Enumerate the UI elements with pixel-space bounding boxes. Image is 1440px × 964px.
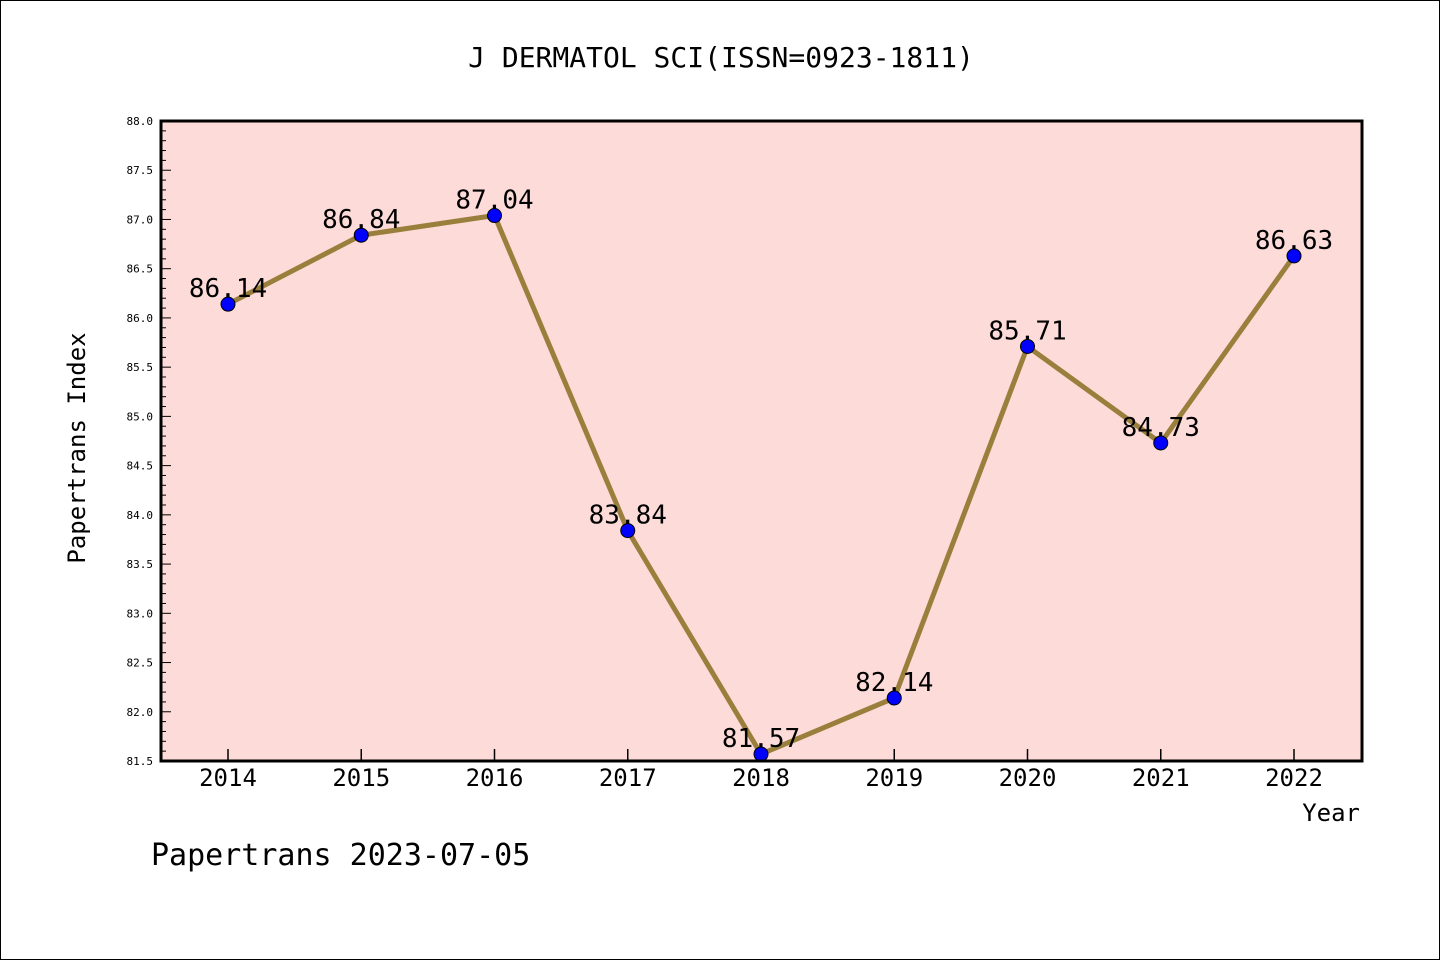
- y-axis: 81.5 82.0 82.5 83.0 83.5 84.0 84.5 85.0 85.5 86.0…: [127, 115, 171, 768]
- y-tick-label: 85.0: [127, 410, 154, 423]
- y-tick-label: 82.5: [127, 657, 154, 670]
- data-label: 87.04: [455, 186, 533, 216]
- y-tick-label: 88.0: [127, 115, 154, 128]
- y-tick-label: 87.5: [127, 164, 154, 177]
- data-point: [1286, 248, 1302, 264]
- x-tick-label: 2015: [332, 764, 390, 792]
- x-tick-label: 2022: [1265, 764, 1323, 792]
- y-tick-label: 87.0: [127, 213, 154, 226]
- data-label: 85.71: [988, 316, 1066, 346]
- data-point: [620, 523, 636, 539]
- data-label: 86.14: [189, 274, 267, 304]
- data-point: [487, 208, 502, 224]
- y-tick-label: 86.0: [127, 312, 154, 325]
- x-tick-label: 2020: [999, 764, 1057, 792]
- y-tick-label: 84.5: [127, 460, 154, 473]
- chart-title: J DERMATOL SCI(ISSN=0923-1811): [468, 41, 974, 74]
- data-label: 86.84: [322, 205, 400, 235]
- y-tick-label: 82.0: [127, 706, 154, 719]
- data-label: 82.14: [855, 668, 933, 698]
- x-tick-label: 2018: [732, 764, 790, 792]
- y-tick-label: 83.5: [127, 558, 154, 571]
- y-tick-label: 86.5: [127, 263, 154, 276]
- footer-text: Papertrans 2023-07-05: [151, 838, 530, 873]
- x-tick-label: 2016: [466, 764, 524, 792]
- data-point: [220, 296, 236, 312]
- data-point: [1153, 435, 1169, 451]
- y-tick-label: 81.5: [127, 755, 154, 768]
- y-tick-label: 83.0: [127, 607, 154, 620]
- x-tick-label: 2019: [865, 764, 923, 792]
- data-labels: 86.14 86.84 87.04 83.84 81.57 82.14 85.71 84.73…: [189, 186, 1333, 755]
- data-label: 81.57: [722, 724, 800, 754]
- y-tick-label: 84.0: [127, 509, 154, 522]
- data-label: 83.84: [589, 501, 667, 531]
- data-point: [1020, 338, 1035, 354]
- x-tick-label: 2017: [599, 764, 657, 792]
- series-line: [220, 208, 1302, 762]
- data-point: [353, 227, 369, 243]
- x-axis: 2014 2015 2016 2017 2018 2019 2020 2021 2022: [199, 749, 1323, 792]
- x-tick-label: 2014: [199, 764, 257, 792]
- x-axis-title: Year: [1302, 799, 1360, 827]
- y-tick-label: 85.5: [127, 361, 154, 374]
- plot-border: [159, 119, 1364, 763]
- data-label: 86.63: [1255, 226, 1333, 256]
- data-label: 84.73: [1122, 413, 1200, 443]
- x-tick-label: 2021: [1132, 764, 1190, 792]
- data-point: [886, 690, 902, 706]
- y-axis-title: Papertrans Index: [63, 332, 91, 563]
